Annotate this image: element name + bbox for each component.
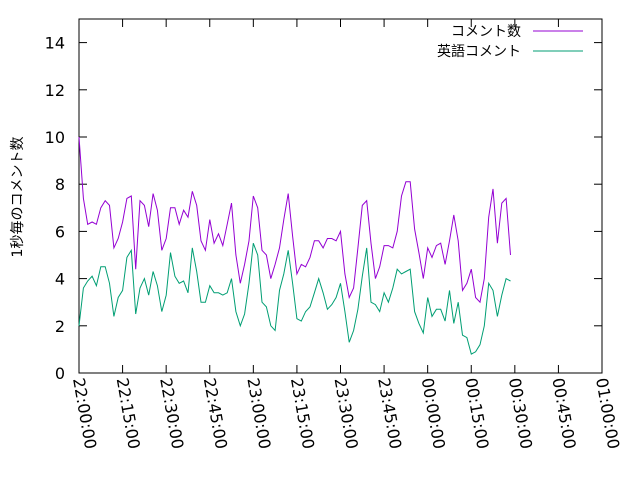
x-tick-label: 23:30:00 [331, 376, 362, 450]
x-tick-label: 00:00:00 [418, 376, 449, 450]
plot-lines [78, 136, 511, 355]
legend-label-1: コメント数 [451, 24, 521, 40]
x-tick-label: 01:00:00 [592, 376, 623, 450]
axes [78, 18, 603, 374]
x-tick-label: 00:30:00 [505, 376, 536, 450]
y-axis-label: 1秒毎のコメント数 [10, 137, 26, 258]
plot-frame [78, 18, 603, 374]
x-tick-label: 00:15:00 [461, 376, 492, 450]
y-tick-label: 8 [55, 175, 65, 194]
y-tick-label: 2 [55, 317, 65, 336]
y-tick-label: 4 [55, 270, 65, 289]
y-ticks: 0 2 4 6 8 10 12 14 [45, 34, 602, 383]
x-tick-label: 22:45:00 [200, 376, 231, 450]
x-tick-label: 23:00:00 [243, 376, 274, 450]
x-tick-label: 22:00:00 [69, 376, 100, 450]
x-ticks: 22:00:00 22:15:00 22:30:00 22:45:00 23:00:00… [69, 19, 623, 450]
x-tick-label: 22:15:00 [113, 376, 144, 450]
x-tick-label: 23:15:00 [287, 376, 318, 450]
x-tick-label: 22:30:00 [156, 376, 187, 450]
series-line-2 [78, 243, 511, 355]
y-tick-label: 10 [45, 128, 65, 147]
x-tick-label: 00:45:00 [548, 376, 579, 450]
y-tick-label: 6 [55, 222, 65, 241]
y-tick-label: 0 [55, 364, 65, 383]
legend-label-2: 英語コメント [437, 43, 521, 60]
y-tick-label: 12 [45, 81, 65, 100]
series-line-1 [78, 136, 511, 304]
x-tick-label: 23:45:00 [374, 376, 405, 450]
y-tick-label: 14 [45, 34, 65, 53]
